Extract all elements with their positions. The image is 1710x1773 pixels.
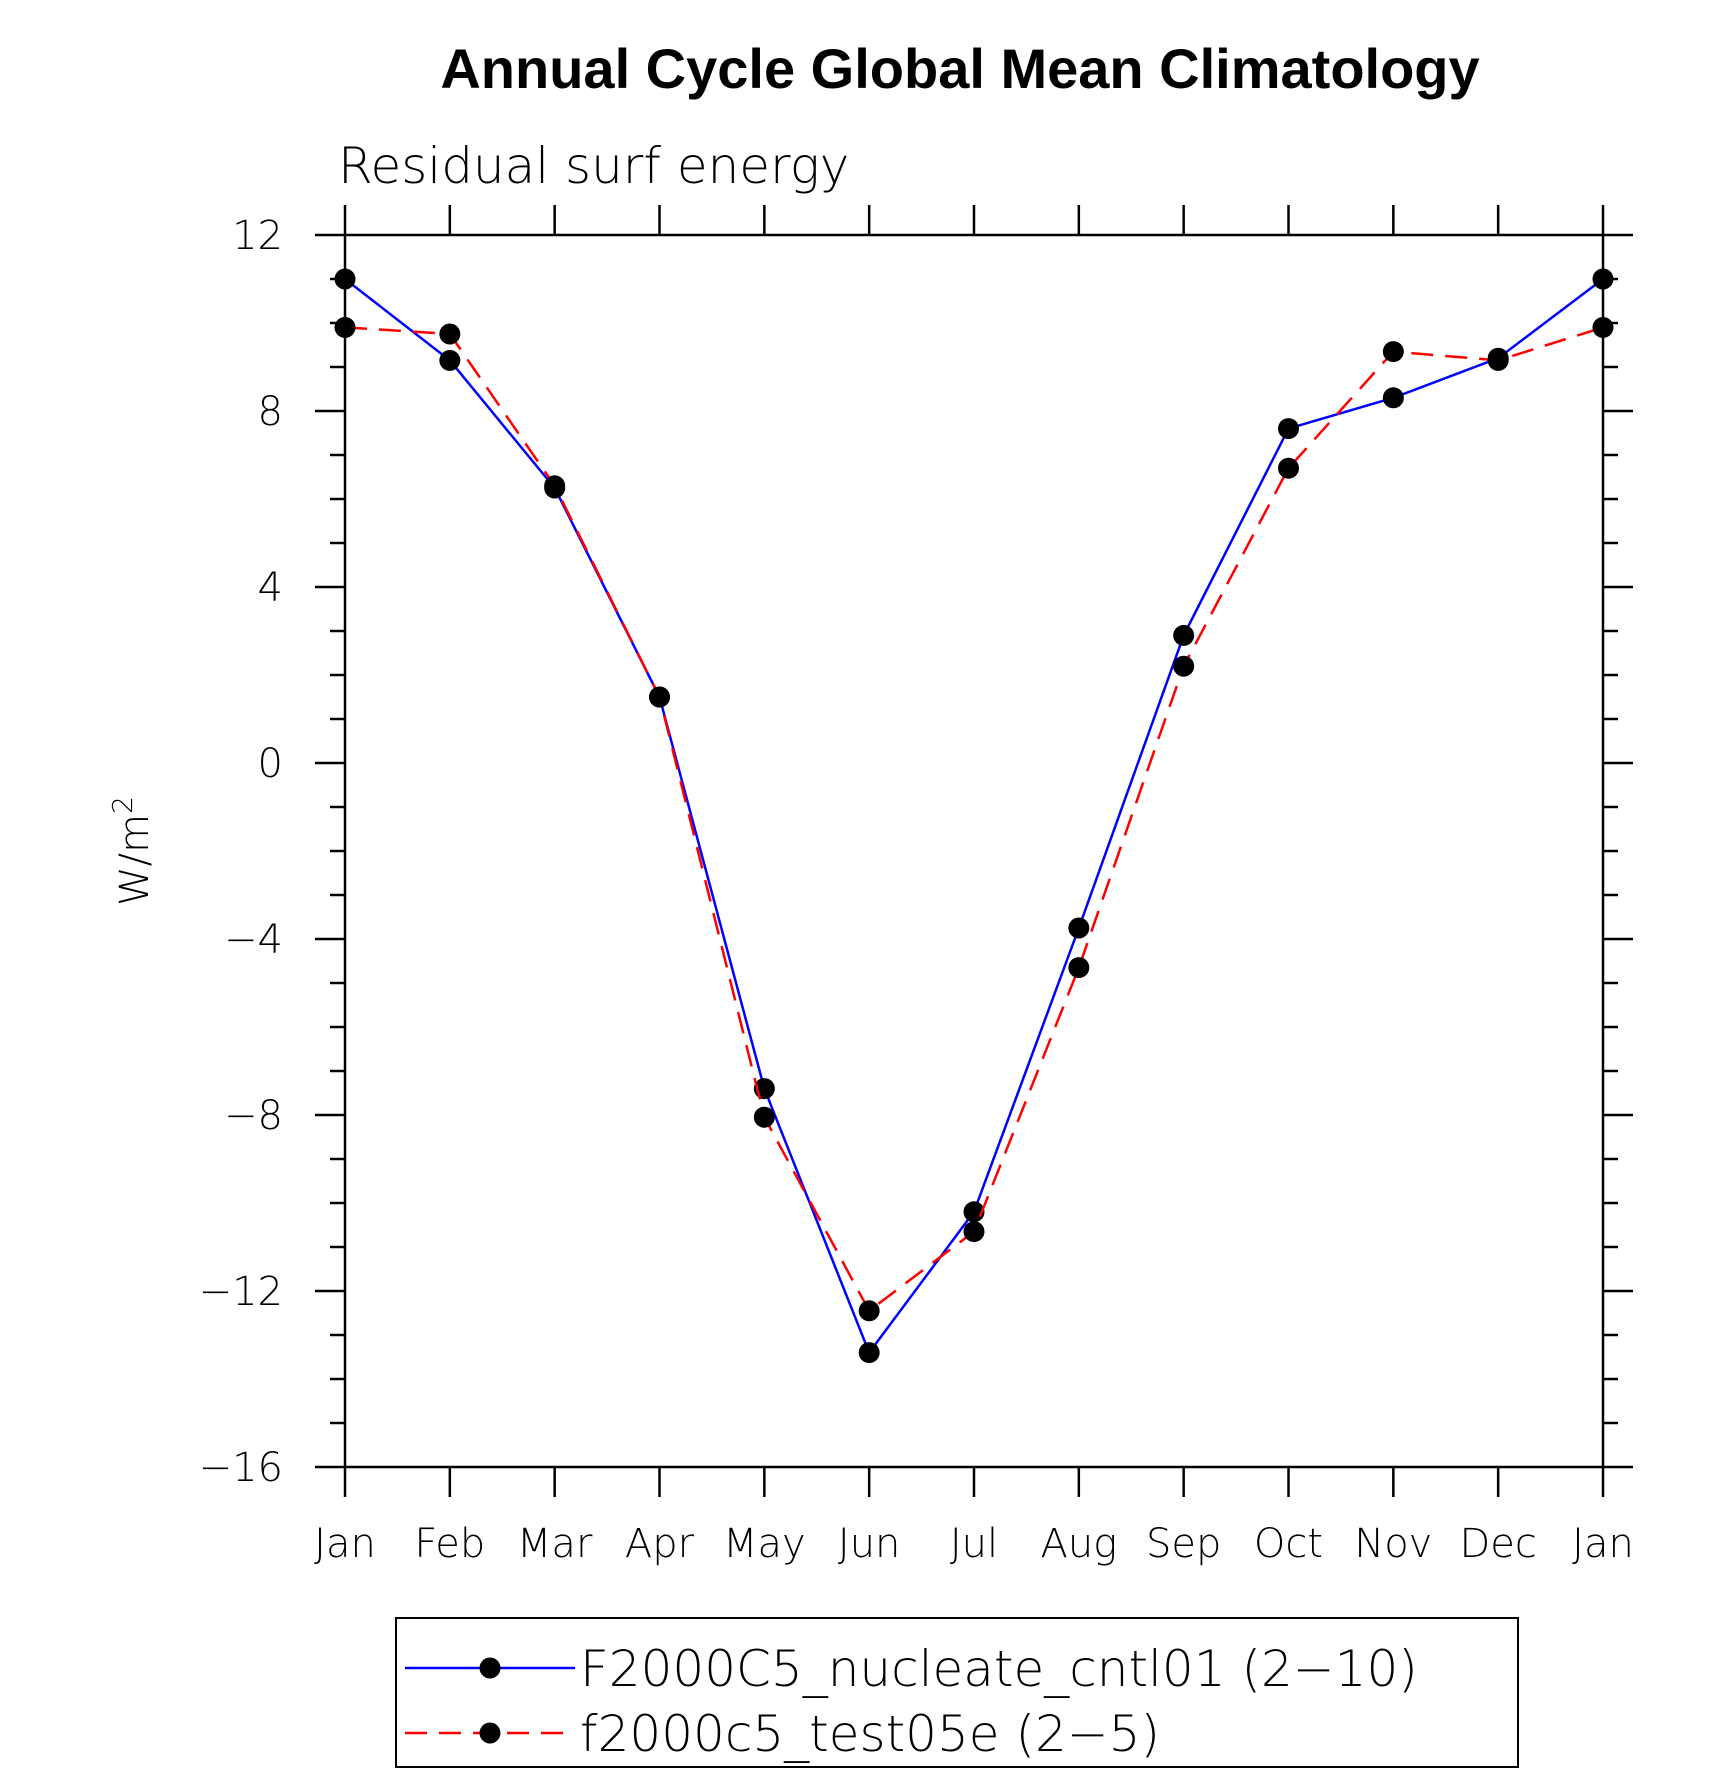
data-point <box>753 1106 775 1128</box>
data-point <box>1382 341 1404 363</box>
data-point <box>1592 316 1614 338</box>
series-line <box>344 326 1604 1313</box>
series-line <box>344 278 1604 1356</box>
legend-box <box>395 1617 1519 1768</box>
data-point <box>1068 957 1090 979</box>
data-point <box>858 1342 880 1364</box>
y-tick-label: −8 <box>224 1093 283 1139</box>
x-tick-label: Jan <box>1572 1521 1634 1567</box>
axes: 12 8 4 0 −4 −8 −12 −16 Jan Feb Mar Apr May Jun Jul Aug S… <box>106 205 1634 1567</box>
x-tick-label: Jun <box>838 1521 901 1567</box>
x-tick-label: Jan <box>314 1521 376 1567</box>
x-tick-label: Apr <box>625 1521 695 1567</box>
legend-label: f2000c5_test05e (2−5) <box>580 1705 1160 1763</box>
legend-marker <box>479 1722 501 1744</box>
x-tick-label: Oct <box>1254 1521 1323 1567</box>
data-point <box>1173 624 1195 646</box>
x-tick-label: Nov <box>1354 1521 1432 1567</box>
data-point <box>544 475 566 497</box>
data-point <box>334 316 356 338</box>
legend-label: F2000C5_nucleate_cntl01 (2−10) <box>580 1640 1418 1698</box>
y-tick-label: −16 <box>199 1445 283 1491</box>
chart-title: Annual Cycle Global Mean Climatology <box>440 37 1479 100</box>
x-tick-label: Feb <box>414 1521 485 1567</box>
data-point <box>439 349 461 371</box>
y-axis-label-text: W/m <box>112 814 158 906</box>
y-axis-label: W/m2 <box>106 796 158 906</box>
x-tick-label: Jul <box>950 1521 998 1567</box>
y-tick-label: 0 <box>258 741 283 787</box>
data-point <box>1592 268 1614 290</box>
y-axis-label-superscript: 2 <box>106 796 139 814</box>
legend: F2000C5_nucleate_cntl01 (2−10) f2000c5_te… <box>395 1617 1519 1768</box>
data-point <box>1173 655 1195 677</box>
chart-subtitle: Residual surf energy <box>338 137 849 195</box>
data-point <box>1487 349 1509 371</box>
series-layer <box>334 268 1614 1364</box>
y-tick-label: 8 <box>258 389 283 435</box>
data-point <box>649 686 670 708</box>
y-tick-label: 4 <box>258 565 283 611</box>
x-tick-label: Sep <box>1146 1521 1221 1567</box>
data-point <box>858 1300 880 1322</box>
data-point <box>1278 457 1299 479</box>
series-1 <box>334 268 1614 1364</box>
x-tick-label: Dec <box>1459 1521 1536 1567</box>
data-point <box>963 1221 985 1243</box>
plot-frame <box>343 233 1605 1469</box>
data-point <box>439 323 461 345</box>
data-point <box>1068 917 1090 939</box>
data-point <box>963 1201 985 1223</box>
x-tick-label: Aug <box>1040 1521 1117 1567</box>
y-tick-label: 12 <box>232 213 283 259</box>
data-point <box>334 268 356 290</box>
y-tick-label: −4 <box>224 917 283 963</box>
x-tick-label: Mar <box>517 1521 593 1567</box>
data-point <box>1278 418 1299 440</box>
y-tick-label: −12 <box>199 1269 283 1315</box>
x-tick-label: May <box>723 1521 806 1567</box>
data-point <box>1382 387 1404 409</box>
legend-marker <box>479 1657 501 1679</box>
series-2 <box>334 316 1614 1322</box>
